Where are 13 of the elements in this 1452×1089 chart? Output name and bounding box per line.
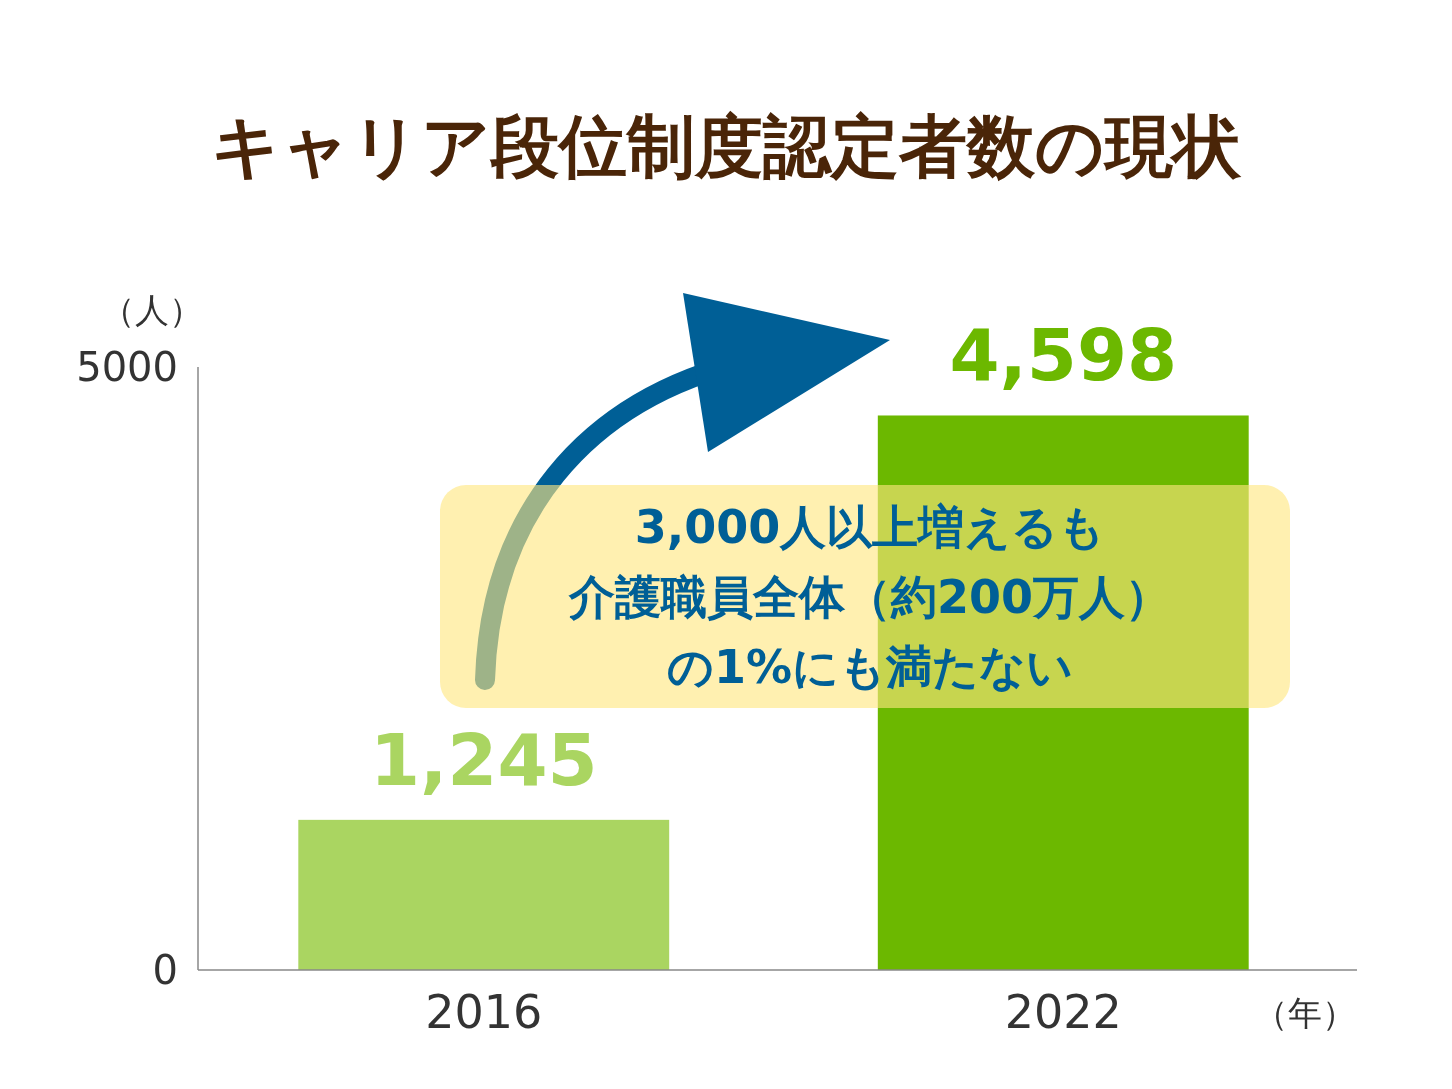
annotation: 3,000人以上増えるも [634, 500, 1106, 554]
y-axis-title: （人） [101, 290, 203, 330]
x-tick-label: 2022 [1004, 985, 1122, 1039]
y-tick-label: 5000 [76, 344, 178, 390]
x-tick-label: 2016 [425, 985, 543, 1039]
annotation: の1%にも満たない [666, 640, 1074, 694]
data-label: 1,245 [369, 717, 598, 802]
annotation: 介護職員全体（約200万人） [567, 570, 1172, 624]
chart-title: キャリア段位制度認定者数の現状 [211, 107, 1242, 186]
x-axis-title: （年） [1254, 993, 1356, 1033]
data-label: 4,598 [949, 313, 1178, 398]
annotation: 3,000人以上増えるも 介護職員全体（約200万人） の1%にも満たない [440, 485, 1290, 708]
y-tick-label: 0 [152, 947, 178, 993]
